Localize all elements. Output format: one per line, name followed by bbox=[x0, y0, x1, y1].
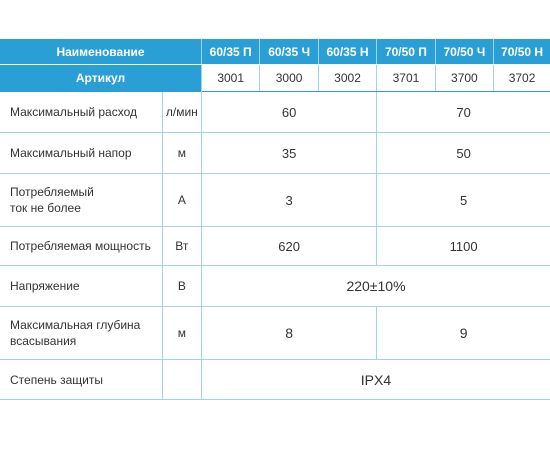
article-cell: 3700 bbox=[435, 64, 495, 92]
row-unit: В bbox=[162, 265, 202, 307]
row-unit: м bbox=[162, 306, 202, 360]
article-header: Артикул bbox=[0, 64, 202, 92]
table-row: Максимальный напор м 35 50 bbox=[0, 132, 550, 174]
model-header: 70/50 П bbox=[376, 39, 436, 65]
name-header: Наименование bbox=[0, 39, 202, 65]
table-row: Максимальный расход л/мин 60 70 bbox=[0, 91, 550, 133]
row-unit: Вт bbox=[162, 226, 202, 266]
article-row: Артикул 3001 3000 3002 3701 3700 3702 bbox=[0, 64, 550, 92]
table-row: Степень защиты IPX4 bbox=[0, 359, 550, 400]
row-name: Потребляемый ток не более bbox=[0, 173, 163, 227]
table-row: Потребляемый ток не более А 3 5 bbox=[0, 173, 550, 227]
value-cell: 620 bbox=[201, 226, 378, 266]
value-cell: 220±10% bbox=[201, 265, 550, 307]
value-cell: 8 bbox=[201, 306, 378, 360]
spec-table: Наименование 60/35 П 60/35 Ч 60/35 Н 70/… bbox=[0, 39, 550, 400]
row-unit: А bbox=[162, 173, 202, 227]
value-cell: 3 bbox=[201, 173, 378, 227]
row-unit: м bbox=[162, 132, 202, 174]
row-name: Максимальный напор bbox=[0, 132, 163, 174]
article-cell: 3701 bbox=[376, 64, 436, 92]
model-header: 60/35 Ч bbox=[259, 39, 319, 65]
value-cell: 60 bbox=[201, 91, 378, 133]
article-cell: 3001 bbox=[201, 64, 261, 92]
article-cell: 3002 bbox=[318, 64, 378, 92]
value-cell: 70 bbox=[376, 91, 550, 133]
value-cell: 5 bbox=[376, 173, 550, 227]
row-name: Максимальный расход bbox=[0, 91, 163, 133]
header-row: Наименование 60/35 П 60/35 Ч 60/35 Н 70/… bbox=[0, 39, 550, 65]
table-row: Максимальная глубина всасывания м 8 9 bbox=[0, 306, 550, 360]
value-cell: IPX4 bbox=[201, 359, 550, 400]
model-header: 60/35 П bbox=[201, 39, 261, 65]
table-row: Напряжение В 220±10% bbox=[0, 265, 550, 307]
article-cell: 3000 bbox=[259, 64, 319, 92]
row-name: Максимальная глубина всасывания bbox=[0, 306, 163, 360]
value-cell: 1100 bbox=[376, 226, 550, 266]
row-name: Потребляемая мощность bbox=[0, 226, 163, 266]
value-cell: 9 bbox=[376, 306, 550, 360]
table-row: Потребляемая мощность Вт 620 1100 bbox=[0, 226, 550, 266]
value-cell: 35 bbox=[201, 132, 378, 174]
row-unit bbox=[162, 359, 202, 400]
model-header: 70/50 Н bbox=[493, 39, 550, 65]
model-header: 60/35 Н bbox=[318, 39, 378, 65]
value-cell: 50 bbox=[376, 132, 550, 174]
model-header: 70/50 Ч bbox=[435, 39, 495, 65]
row-unit: л/мин bbox=[162, 91, 202, 133]
row-name: Степень защиты bbox=[0, 359, 163, 400]
row-name: Напряжение bbox=[0, 265, 163, 307]
article-cell: 3702 bbox=[493, 64, 550, 92]
